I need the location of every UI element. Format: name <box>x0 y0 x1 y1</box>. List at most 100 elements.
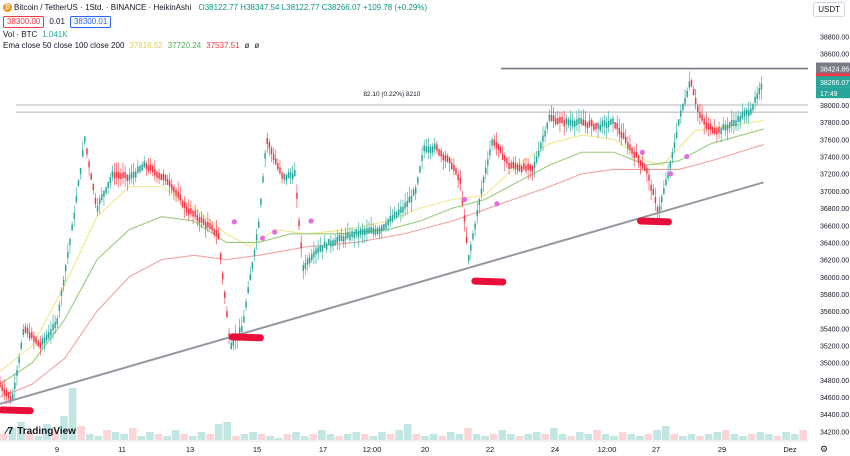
visibility-icon[interactable]: ø <box>244 41 250 50</box>
candle-body <box>370 227 372 234</box>
candle-body <box>542 135 544 142</box>
candle-body <box>128 174 131 181</box>
candle-body <box>73 212 75 219</box>
candle-body <box>624 136 627 143</box>
candle-body <box>39 342 42 349</box>
candle-body <box>521 166 523 173</box>
symbol-title[interactable]: Bitcoin / TetherUS · 1Std. · BINANCE · H… <box>14 3 192 12</box>
candle-body <box>756 93 758 100</box>
candle-body <box>699 111 701 118</box>
candle-body <box>508 162 510 169</box>
candle-body <box>156 171 158 178</box>
candle-body <box>637 155 640 162</box>
candle-body <box>480 188 483 195</box>
candle-body <box>544 130 546 137</box>
candle-body <box>622 132 625 139</box>
candle-body <box>605 122 608 129</box>
volume-bar <box>644 434 653 440</box>
candle-body <box>618 128 621 135</box>
volume-bar <box>421 436 429 440</box>
candle-body <box>478 199 481 206</box>
candle-body <box>599 124 601 131</box>
candle-body <box>109 176 112 183</box>
candle-body <box>561 116 563 123</box>
candle-body <box>107 181 109 188</box>
candle-body <box>453 164 455 171</box>
candle-body <box>467 255 470 262</box>
candle-body <box>652 189 655 196</box>
candle-body <box>289 172 292 179</box>
candle-body <box>540 142 542 149</box>
candle-body <box>476 210 478 217</box>
ema-label[interactable]: Ema close 50 close 100 close 200 <box>3 41 125 50</box>
price-tick-label: 34600.00 <box>820 395 849 402</box>
volume-bar <box>8 428 17 440</box>
volume-bar <box>77 426 85 440</box>
volume-bar <box>765 434 773 440</box>
settings-icon[interactable]: ø <box>254 41 260 50</box>
candle-body <box>601 120 604 127</box>
candle-body <box>173 186 175 193</box>
price-tick-label: 36200.00 <box>820 258 849 265</box>
buy-button[interactable]: 38300.01 <box>69 16 112 28</box>
candle-body <box>304 262 307 269</box>
bitcoin-icon: ₿ <box>3 3 12 13</box>
candle-body <box>120 173 122 180</box>
candle-body <box>243 316 245 323</box>
candle-body <box>226 311 228 318</box>
candle-body <box>224 292 226 299</box>
candle-body <box>251 262 254 269</box>
volume-bar <box>249 432 257 440</box>
volume-bar <box>300 436 309 440</box>
crossover-dot <box>308 218 314 224</box>
candle-body <box>3 388 5 395</box>
volume-bar <box>593 430 601 440</box>
candle-body <box>50 329 52 336</box>
countdown-label-bg <box>816 87 850 99</box>
volume-bar <box>361 434 369 440</box>
candle-body <box>198 217 201 224</box>
candle-body <box>124 172 126 179</box>
candle-body <box>525 165 527 172</box>
candle-body <box>487 159 489 166</box>
candle-body <box>9 396 12 403</box>
candle-body <box>330 240 332 247</box>
volume-bar <box>94 436 103 440</box>
candle-body <box>641 162 644 169</box>
candle-body <box>745 109 748 116</box>
volume-label[interactable]: Vol · BTC <box>3 30 38 39</box>
candle-body <box>754 96 756 103</box>
candle-body <box>533 161 536 168</box>
sell-button[interactable]: 38300.00 <box>3 16 45 28</box>
candle-body <box>607 120 610 127</box>
volume-bar <box>532 432 541 440</box>
marker-stroke <box>471 277 507 286</box>
candle-body <box>444 155 447 162</box>
candle-body <box>56 318 59 325</box>
settings-gear-icon: ⚙ <box>820 445 828 455</box>
candle-body <box>629 144 631 151</box>
volume-bar <box>575 432 584 440</box>
candle-body <box>514 163 517 170</box>
measure-label: 82.10 (0.22%) 8210 <box>363 91 420 98</box>
volume-bar <box>85 434 94 440</box>
candle-body <box>463 215 466 222</box>
candle-body <box>238 327 241 334</box>
candle-body <box>268 142 271 149</box>
candle-body <box>158 172 160 179</box>
volume-bar <box>189 436 197 440</box>
candle-body <box>213 228 215 235</box>
volume-bar <box>489 434 498 440</box>
candle-body <box>79 167 82 174</box>
candle-body <box>336 237 338 244</box>
candle-body <box>28 332 31 339</box>
candle-body <box>26 327 29 334</box>
candle-body <box>207 221 209 228</box>
currency-selector[interactable]: USDT <box>813 2 845 17</box>
candle-body <box>230 343 232 350</box>
candle-body <box>574 120 576 127</box>
volume-bar <box>782 432 790 440</box>
candle-body <box>627 142 629 149</box>
price-tick-label: 35200.00 <box>820 344 849 351</box>
